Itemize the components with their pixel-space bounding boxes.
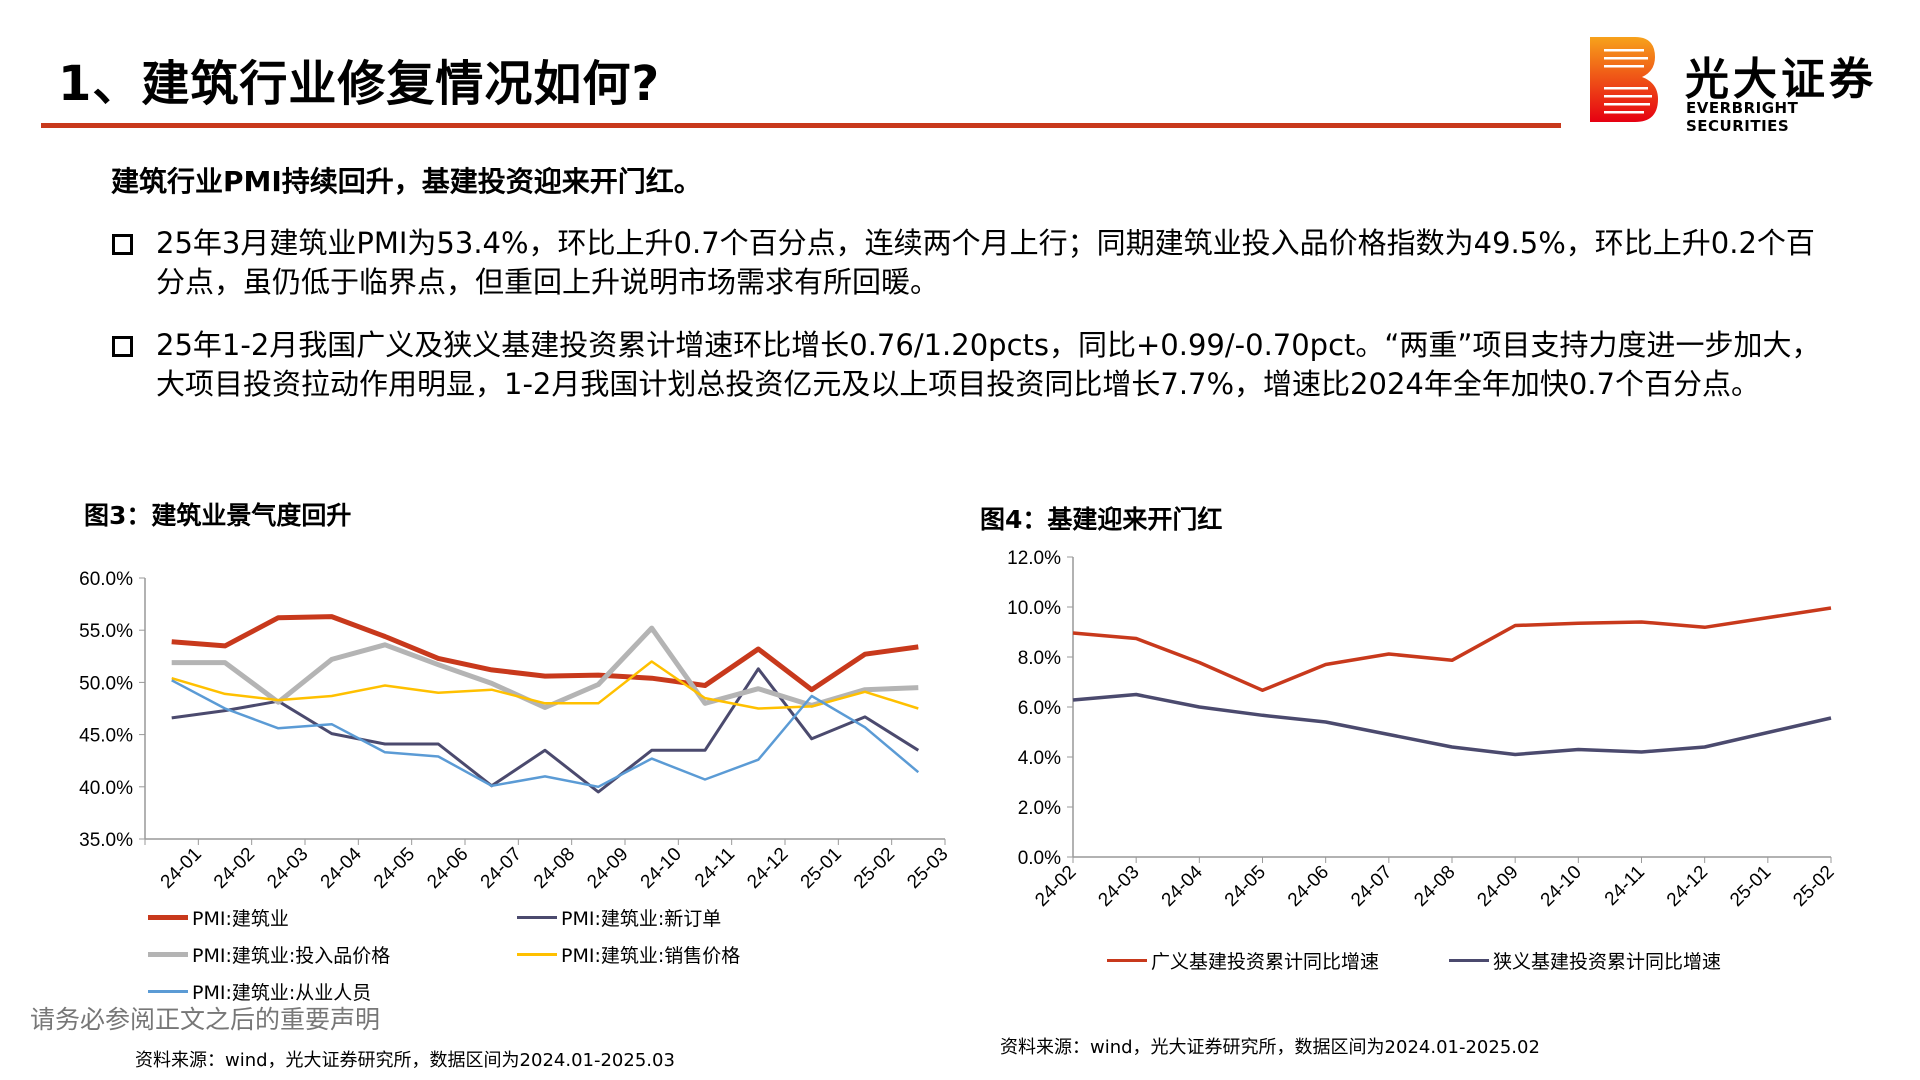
square-bullet-icon bbox=[112, 336, 133, 357]
legend-label: PMI:建筑业:销售价格 bbox=[561, 945, 741, 967]
series-line bbox=[171, 614, 919, 693]
x-tick-label: 24-03 bbox=[263, 844, 312, 893]
legend-swatch bbox=[148, 915, 188, 920]
legend-swatch bbox=[148, 990, 188, 993]
y-tick-label: 12.0% bbox=[1007, 548, 1061, 569]
bullet-item: 25年3月建筑业PMI为53.4%，环比上升0.7个百分点，连续两个月上行；同期… bbox=[112, 224, 1837, 302]
x-tick-label: 25-02 bbox=[1789, 862, 1838, 910]
x-tick-label: 24-04 bbox=[1158, 861, 1208, 910]
legend-swatch bbox=[1107, 959, 1147, 962]
legend-swatch bbox=[1449, 959, 1489, 962]
logo: 光大证券 EVERBRIGHT SECURITIES bbox=[1590, 37, 1900, 135]
chart-title: 图3：建筑业景气度回升 bbox=[84, 501, 352, 530]
page-title: 1、建筑行业修复情况如何? bbox=[58, 56, 661, 112]
x-tick-label: 24-09 bbox=[583, 844, 632, 893]
y-tick-label: 8.0% bbox=[1018, 648, 1061, 669]
x-tick-label: 24-12 bbox=[1663, 862, 1712, 910]
legend-item: PMI:建筑业:从业人员 bbox=[148, 978, 371, 1005]
section-subtitle: 建筑行业PMI持续回升，基建投资迎来开门红。 bbox=[111, 165, 702, 198]
y-tick-label: 60.0% bbox=[79, 569, 133, 590]
y-tick-label: 55.0% bbox=[79, 621, 133, 642]
x-tick-label: 24-11 bbox=[1601, 862, 1649, 910]
y-tick-label: 40.0% bbox=[79, 778, 133, 799]
legend-label: PMI:建筑业:新订单 bbox=[561, 908, 722, 930]
infrastructure-chart: 0.0%2.0%4.0%6.0%8.0%10.0%12.0%24-02 24-03… bbox=[1007, 548, 1838, 910]
chart-source: 资料来源：wind，光大证券研究所，数据区间为2024.01-2025.03 bbox=[135, 1050, 675, 1071]
x-tick-label: 25-01 bbox=[1726, 862, 1775, 910]
x-tick-label: 24-04 bbox=[317, 843, 367, 893]
series-line bbox=[171, 660, 919, 710]
legend-label: PMI:建筑业:从业人员 bbox=[192, 982, 372, 1004]
y-tick-label: 35.0% bbox=[79, 830, 133, 851]
logo-text-en: EVERBRIGHT SECURITIES bbox=[1686, 99, 1799, 135]
legend-label: PMI:建筑业:投入品价格 bbox=[192, 945, 391, 967]
x-tick-label: 24-07 bbox=[477, 844, 526, 893]
disclaimer-watermark: 请务必参阅正文之后的重要声明 bbox=[30, 1005, 381, 1034]
x-tick-label: 24-07 bbox=[1347, 862, 1396, 910]
bullet-text: 25年1-2月我国广义及狭义基建投资累计增速环比增长0.76/1.20pcts，… bbox=[156, 328, 1821, 401]
series-line bbox=[171, 625, 919, 710]
title-divider bbox=[41, 123, 1561, 128]
logo-b-icon bbox=[1590, 37, 1658, 122]
x-tick-label: 24-09 bbox=[1473, 862, 1522, 910]
y-tick-label: 45.0% bbox=[79, 726, 133, 747]
x-tick-label: 25-03 bbox=[903, 844, 952, 893]
chart-source: 资料来源：wind，光大证券研究所，数据区间为2024.01-2025.02 bbox=[1000, 1037, 1540, 1058]
x-tick-label: 24-08 bbox=[530, 844, 579, 893]
logo-text-cn: 光大证券 bbox=[1685, 54, 1877, 105]
y-tick-label: 50.0% bbox=[79, 673, 133, 694]
y-tick-label: 6.0% bbox=[1018, 698, 1061, 719]
legend-item: PMI:建筑业:投入品价格 bbox=[148, 941, 390, 968]
x-tick-label: 25-02 bbox=[850, 844, 899, 893]
pmi-chart: 35.0% 40.0% 45.0% 50.0% 55.0% 60.0% 24-01 24-02… bbox=[79, 569, 952, 893]
y-tick-label: 10.0% bbox=[1007, 598, 1061, 619]
x-tick-label: 24-02 bbox=[210, 844, 259, 893]
legend-item: PMI:建筑业:新订单 bbox=[517, 904, 721, 931]
x-tick-label: 24-06 bbox=[423, 844, 472, 893]
x-tick-label: 24-06 bbox=[1284, 862, 1333, 910]
legend-item: PMI:建筑业:销售价格 bbox=[517, 941, 740, 968]
x-tick-label: 24-05 bbox=[370, 844, 419, 893]
series-line bbox=[1072, 692, 1832, 757]
legend-label: 狭义基建投资累计同比增速 bbox=[1493, 951, 1722, 973]
x-tick-label: 25-01 bbox=[797, 844, 846, 893]
legend-label: PMI:建筑业 bbox=[192, 908, 289, 930]
y-tick-label: 0.0% bbox=[1018, 848, 1061, 869]
bullet-text: 25年3月建筑业PMI为53.4%，环比上升0.7个百分点，连续两个月上行；同期… bbox=[156, 226, 1815, 299]
x-tick-label: 24-05 bbox=[1221, 862, 1270, 910]
legend-swatch bbox=[517, 953, 557, 956]
x-tick-label: 24-08 bbox=[1410, 862, 1459, 910]
legend-item: 狭义基建投资累计同比增速 bbox=[1449, 947, 1721, 974]
legend-label: 广义基建投资累计同比增速 bbox=[1151, 951, 1380, 973]
x-tick-label: 24-10 bbox=[1537, 862, 1586, 910]
x-tick-label: 24-01 bbox=[157, 844, 206, 893]
x-tick-label: 24-11 bbox=[691, 844, 739, 892]
legend-item: PMI:建筑业 bbox=[148, 904, 289, 931]
series-line bbox=[1072, 606, 1832, 693]
legend-swatch bbox=[148, 952, 188, 957]
legend-swatch bbox=[517, 916, 557, 919]
square-bullet-icon bbox=[112, 234, 133, 255]
series-line bbox=[171, 679, 920, 789]
chart-title: 图4：基建迎来开门红 bbox=[980, 505, 1223, 534]
x-tick-label: 24-10 bbox=[637, 844, 686, 893]
x-tick-label: 24-03 bbox=[1094, 862, 1143, 910]
bullet-item: 25年1-2月我国广义及狭义基建投资累计增速环比增长0.76/1.20pcts，… bbox=[112, 326, 1837, 404]
y-tick-label: 4.0% bbox=[1018, 748, 1061, 769]
y-tick-label: 2.0% bbox=[1018, 798, 1061, 819]
x-tick-label: 24-12 bbox=[743, 844, 792, 893]
legend-item: 广义基建投资累计同比增速 bbox=[1107, 947, 1379, 974]
